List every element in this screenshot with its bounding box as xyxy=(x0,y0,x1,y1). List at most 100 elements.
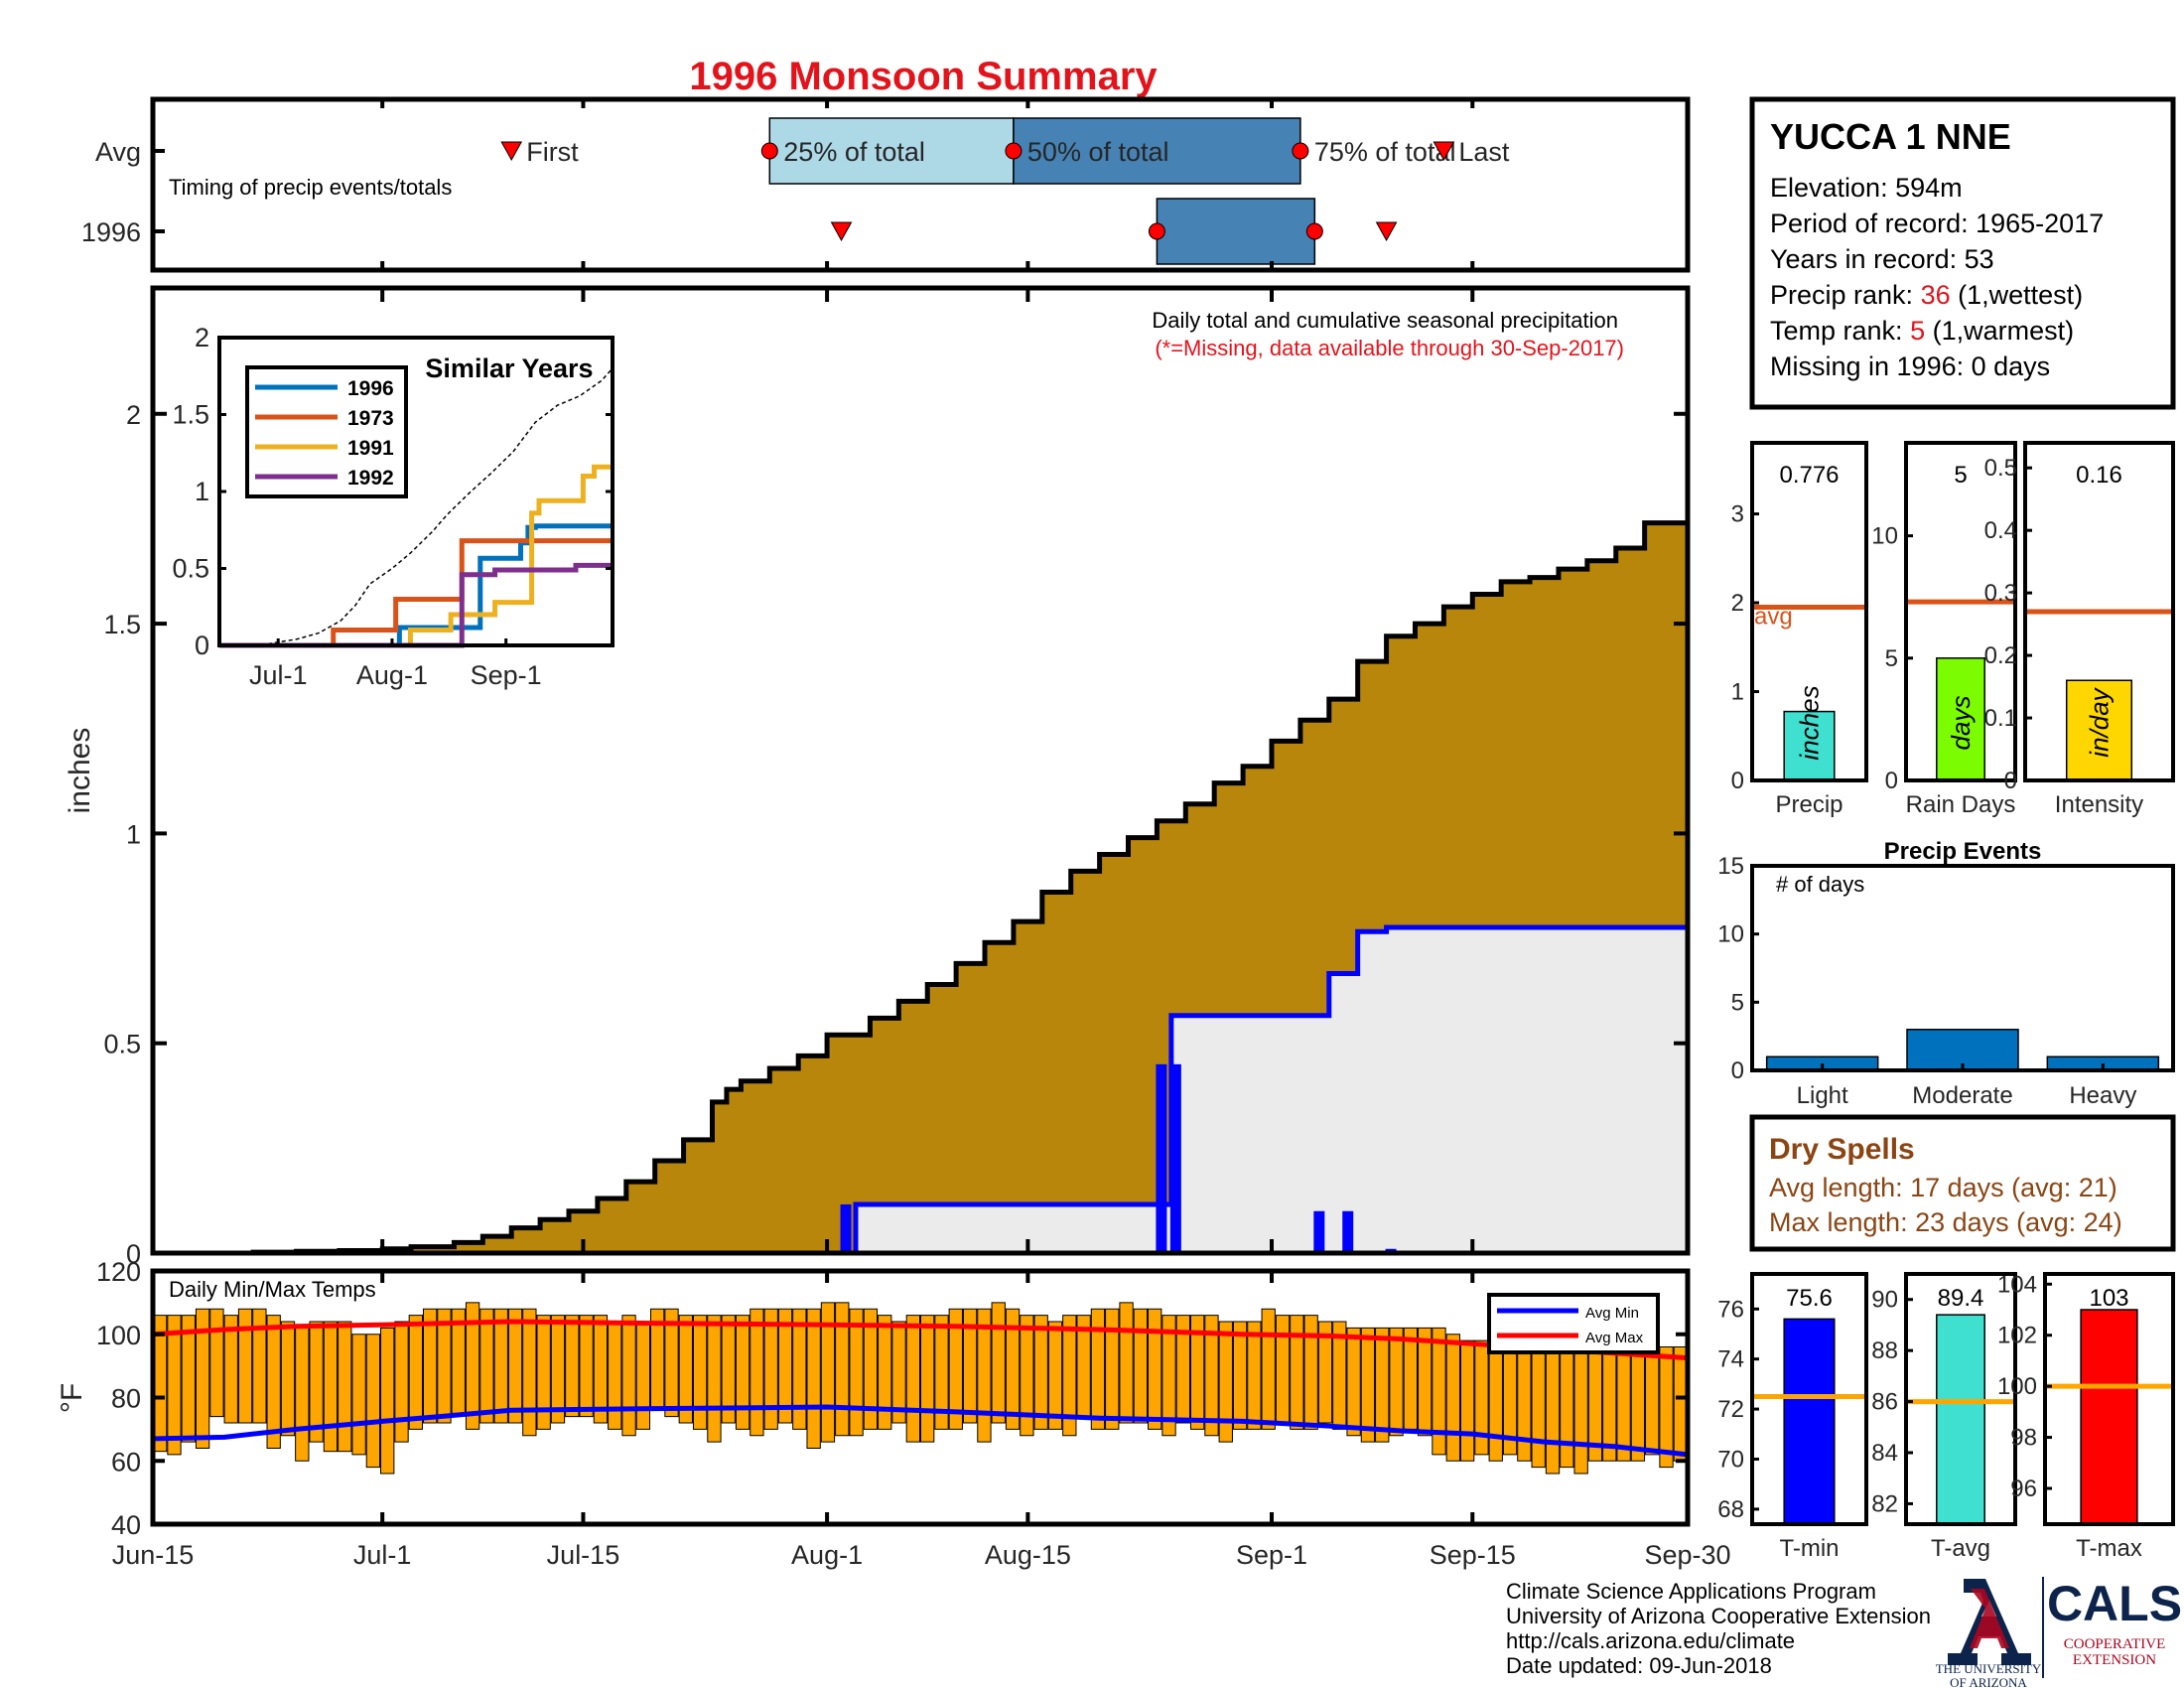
temp-range-bar xyxy=(536,1315,551,1430)
university-of-arizona-logo: THE UNIVERSITY OF ARIZONA xyxy=(1936,1579,2042,1688)
stat-ytick-label: 70 xyxy=(1717,1446,1744,1473)
main-ytick-label: 2 xyxy=(126,400,141,430)
stat-category-label: Intensity xyxy=(2055,791,2143,818)
stat-ytick-label: 0.1 xyxy=(1984,705,2017,732)
temp-range-bar xyxy=(1204,1315,1219,1437)
temp-stats-panels: 75.6 68 70 72 74 76 T-min 89.4 82 84 86 88 90 T-avg 10… xyxy=(1717,1271,2175,1562)
temps-xtick-label: Jul-15 xyxy=(547,1540,620,1570)
avg-cumulative-line xyxy=(153,497,1691,1256)
footer-line3: http://cals.arizona.edu/climate xyxy=(1506,1628,1795,1653)
stat-ytick-label: 68 xyxy=(1717,1496,1744,1523)
temp-range-bar xyxy=(1459,1339,1475,1462)
similar-years-inset: 0 0.5 1 1.5 2 Jul-1 Aug-1 Sep-1 Similar Years 199… xyxy=(172,323,614,690)
temp-range-bar xyxy=(1317,1321,1333,1424)
events-ytick-label: 15 xyxy=(1717,853,1744,880)
temp-range-bar xyxy=(1531,1346,1546,1469)
precip-rank-label: Precip rank: xyxy=(1770,280,1921,310)
stat-ytick-label: 86 xyxy=(1871,1389,1898,1416)
temp-range-bar xyxy=(1659,1346,1674,1469)
dry-spells-max: Max length: 23 days (avg: 24) xyxy=(1769,1207,2122,1237)
station-info-box: YUCCA 1 NNE Elevation: 594m Period of re… xyxy=(1749,96,2176,410)
stat-category-label: Rain Days xyxy=(1906,791,2016,818)
stat-panel-frame xyxy=(2023,441,2175,782)
stat-value-label: 75.6 xyxy=(1786,1285,1833,1312)
dry-spells-avg: Avg length: 17 days (avg: 21) xyxy=(1769,1173,2117,1202)
stat-ytick-label: 1 xyxy=(1731,679,1744,706)
temps-ytick-label: 40 xyxy=(111,1510,141,1540)
temp-range-bar xyxy=(664,1308,679,1418)
temp-range-bar xyxy=(479,1308,494,1424)
temp-range-bar xyxy=(1005,1308,1021,1430)
temp-range-bar xyxy=(550,1315,566,1424)
temp-range-bar xyxy=(792,1308,807,1430)
temp-range-bar xyxy=(991,1302,1006,1424)
stat-ytick-label: 3 xyxy=(1731,501,1744,528)
ua-logo-text2: OF ARIZONA xyxy=(1950,1675,2027,1688)
stat-unit-label: days xyxy=(1946,696,1976,751)
temp-range-bar xyxy=(309,1321,324,1443)
event-category-label: Heavy xyxy=(2069,1082,2136,1109)
event-category-label: Moderate xyxy=(1912,1082,2012,1109)
dry-spells-title: Dry Spells xyxy=(1769,1133,1915,1166)
stat-panel-frame xyxy=(2043,1272,2175,1526)
events-ytick-label: 5 xyxy=(1731,989,1744,1016)
temp-rank-label: Temp rank: xyxy=(1770,316,1910,346)
temp-range-bar xyxy=(266,1315,281,1449)
stat-bar-t-max xyxy=(2080,1309,2138,1525)
stat-unit-label: in/day xyxy=(2085,686,2115,757)
timing-avg-label: Avg xyxy=(95,137,141,167)
stat-panel-frame xyxy=(1904,441,2017,782)
avg-50-75-box xyxy=(1013,117,1301,185)
stat-ytick-label: 0.5 xyxy=(1984,455,2017,482)
temp-range-bar xyxy=(522,1308,537,1437)
inset-series-line-1991 xyxy=(219,464,613,648)
daily-precip-bar xyxy=(1313,1210,1325,1253)
main-note: Daily total and cumulative seasonal prec… xyxy=(1152,308,1618,333)
stat-ytick-label: 0 xyxy=(2004,768,2017,794)
temp-range-bar xyxy=(1346,1327,1361,1437)
legend-first-label: First xyxy=(526,137,579,167)
events-title: Precip Events xyxy=(1884,838,2042,865)
precip-rank-value: 36 xyxy=(1921,280,1951,310)
main-ytick-label: 0 xyxy=(126,1239,141,1269)
stat-ytick-label: 84 xyxy=(1871,1440,1898,1467)
stat-avg-label: avg xyxy=(1754,604,1793,631)
temp-range-bar xyxy=(1062,1315,1077,1437)
temps-xtick-label: Sep-30 xyxy=(1644,1540,1730,1570)
temps-xtick-label: Jul-1 xyxy=(353,1540,412,1570)
footer-line1: Climate Science Applications Program xyxy=(1506,1579,1876,1604)
temp-range-bar xyxy=(1474,1339,1489,1456)
inset-ytick-label: 0.5 xyxy=(172,554,209,584)
temps-ytick-label: 60 xyxy=(111,1447,141,1477)
temp-range-bar xyxy=(295,1327,310,1462)
temp-range-bar xyxy=(1261,1308,1276,1430)
temps-xtick-label: Aug-15 xyxy=(985,1540,1071,1570)
stat-value-label: 0.16 xyxy=(2076,462,2122,489)
year-first-marker xyxy=(830,221,853,242)
inset-xtick-label: Jul-1 xyxy=(249,660,308,690)
stat-ytick-label: 0.3 xyxy=(1984,580,2017,607)
avg-75-marker xyxy=(1292,142,1309,160)
temp-range-bar xyxy=(835,1302,850,1437)
temps-xtick-label: Sep-1 xyxy=(1236,1540,1307,1570)
stat-ytick-label: 90 xyxy=(1871,1287,1898,1314)
stat-category-label: T-min xyxy=(1780,1535,1840,1562)
temp-range-bar xyxy=(1517,1346,1532,1462)
temp-range-bar xyxy=(891,1321,906,1424)
temps-frame xyxy=(150,1268,1691,1527)
stat-ytick-label: 102 xyxy=(1997,1323,2037,1349)
temps-ytick-label: 100 xyxy=(96,1321,141,1350)
temp-range-bar xyxy=(707,1315,722,1443)
daily-precip-bar xyxy=(1169,1063,1181,1253)
temp-range-bar xyxy=(195,1308,210,1449)
coop-logo-text2: EXTENSION xyxy=(2073,1652,2156,1668)
temps-ylabel: °F xyxy=(56,1383,88,1413)
year-75-marker xyxy=(1305,222,1323,240)
temp-range-bar xyxy=(351,1334,366,1456)
temp-range-bar xyxy=(1375,1327,1390,1443)
temp-range-bar xyxy=(1175,1315,1190,1424)
temp-range-bar xyxy=(777,1308,793,1424)
station-period: Period of record: 1965-2017 xyxy=(1770,209,2104,238)
temp-range-bar xyxy=(1148,1308,1162,1430)
temp-range-bar xyxy=(763,1308,778,1430)
